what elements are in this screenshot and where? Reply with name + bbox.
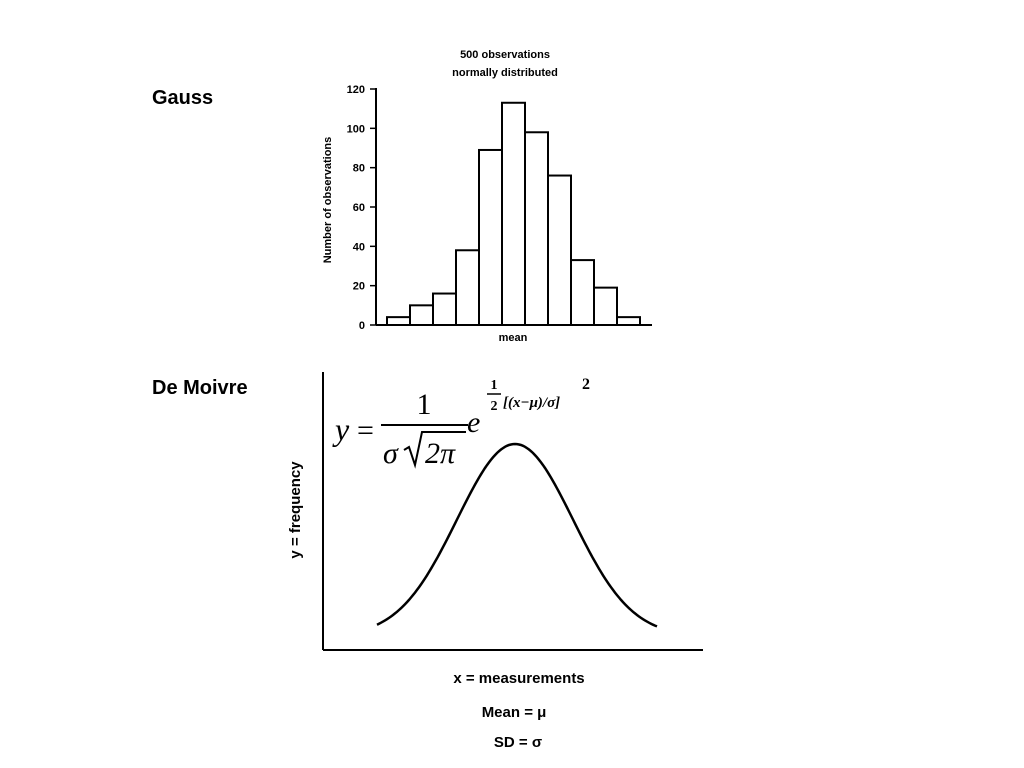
histogram-bars bbox=[386, 101, 641, 327]
histogram-y-ticks: 0 20 40 60 80 100 120 bbox=[347, 84, 376, 332]
histogram-subtitle: normally distributed bbox=[452, 67, 558, 79]
histogram-y-tick-label: 20 bbox=[353, 281, 365, 293]
histogram-y-tick-label: 120 bbox=[347, 84, 365, 96]
formula-e: e bbox=[467, 406, 480, 439]
histogram-bar bbox=[386, 316, 411, 326]
histogram-bar bbox=[570, 259, 595, 327]
normal-formula: y = 1 σ 2π e 1 2 [(x−μ)/σ] 2 bbox=[332, 376, 590, 470]
histogram-y-tick-label: 80 bbox=[353, 163, 365, 175]
histogram-title: 500 observations bbox=[460, 49, 550, 61]
histogram-bar bbox=[593, 286, 618, 326]
mean-annotation: Mean = μ bbox=[482, 704, 547, 721]
histogram-bar bbox=[478, 148, 503, 326]
formula-exp-numerator: 1 bbox=[491, 378, 498, 393]
formula-sigma: σ bbox=[383, 437, 399, 470]
formula-numerator: 1 bbox=[417, 388, 432, 421]
gauss-label: Gauss bbox=[152, 87, 214, 109]
histogram-bar bbox=[524, 131, 549, 326]
histogram-y-tick-label: 0 bbox=[359, 320, 365, 332]
histogram-bar bbox=[409, 304, 434, 327]
sd-annotation: SD = σ bbox=[494, 734, 542, 751]
histogram-chart: 500 observations normally distributed Nu… bbox=[322, 49, 652, 344]
histogram-y-tick-label: 40 bbox=[353, 241, 365, 253]
histogram-bar bbox=[547, 174, 572, 326]
histogram-bar bbox=[432, 292, 457, 326]
histogram-y-axis-label: Number of observations bbox=[322, 137, 334, 264]
de-moivre-label: De Moivre bbox=[152, 377, 248, 399]
formula-equals: = bbox=[357, 414, 374, 447]
histogram-bar bbox=[616, 316, 641, 326]
formula-exp-denominator: 2 bbox=[491, 399, 498, 414]
formula-exp-power: 2 bbox=[582, 376, 590, 393]
formula-exp-body: [(x−μ)/σ] bbox=[503, 395, 560, 411]
histogram-y-tick-label: 60 bbox=[353, 202, 365, 214]
histogram-bar bbox=[455, 249, 480, 326]
histogram-y-tick-label: 100 bbox=[347, 123, 365, 135]
curve-y-axis-label: y = frequency bbox=[287, 461, 304, 559]
formula-y: y bbox=[332, 411, 350, 447]
formula-two-pi: 2π bbox=[425, 437, 456, 470]
normal-curve-chart: y = 1 σ 2π e 1 2 [(x−μ)/σ] 2 y = frequen… bbox=[287, 372, 703, 751]
normal-curve-line bbox=[376, 442, 658, 628]
curve-x-axis-label: x = measurements bbox=[453, 670, 584, 687]
histogram-bar bbox=[501, 101, 526, 327]
histogram-x-axis-label: mean bbox=[499, 332, 528, 344]
formula-sqrt-sign bbox=[403, 431, 466, 469]
